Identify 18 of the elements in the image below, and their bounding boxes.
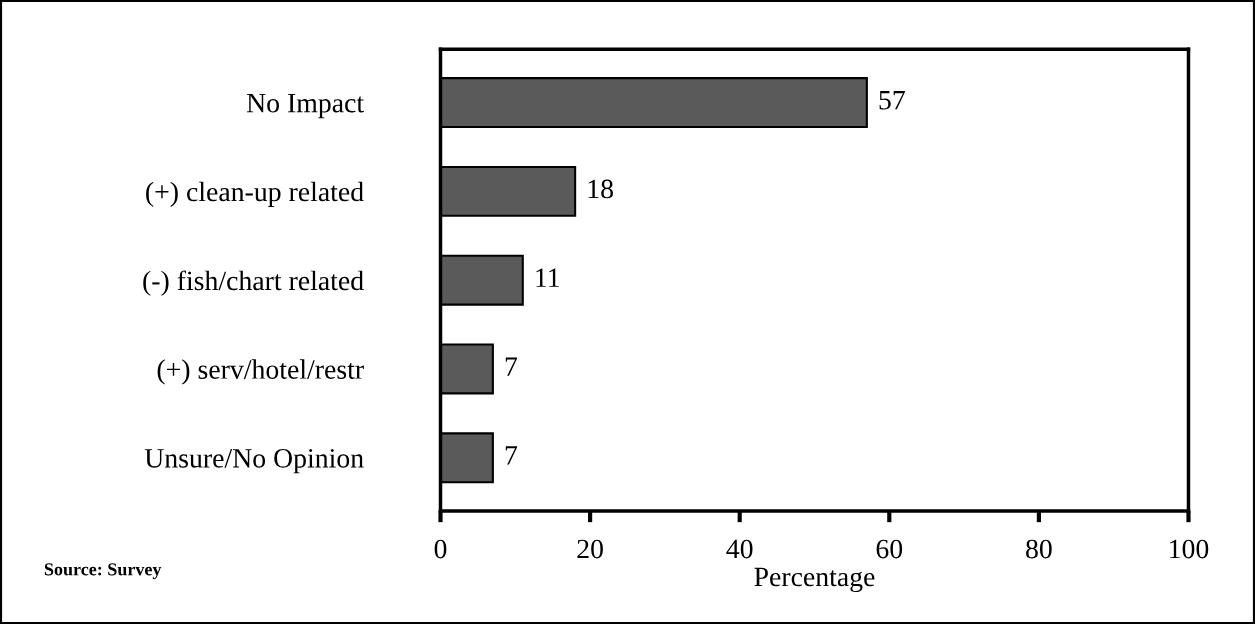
data-label: 7 [505, 357, 518, 376]
data-label: 11 [536, 268, 559, 287]
x-tick-label: 100 [1170, 539, 1209, 559]
data-label: 18 [588, 179, 613, 199]
x-axis-title: Percentage [754, 567, 875, 592]
x-tick-label: 80 [1026, 539, 1052, 559]
source-note: Source: Survey [44, 563, 162, 580]
x-tick-label: 40 [726, 539, 753, 559]
x-tick-label: 60 [876, 539, 903, 559]
y-tick-label: Unsure/No Opinion [144, 449, 364, 474]
x-tick-label: 0 [434, 539, 447, 559]
y-tick-label: (+) serv/hotel/restr [157, 359, 364, 385]
data-label: 57 [879, 91, 905, 110]
y-tick-label: (+) clean-up related [146, 181, 364, 207]
y-tick-label: (-) fish/chart related [143, 270, 364, 296]
data-label: 7 [505, 446, 518, 465]
x-tick-label: 20 [577, 539, 603, 559]
y-tick-label: No Impact [246, 94, 364, 119]
